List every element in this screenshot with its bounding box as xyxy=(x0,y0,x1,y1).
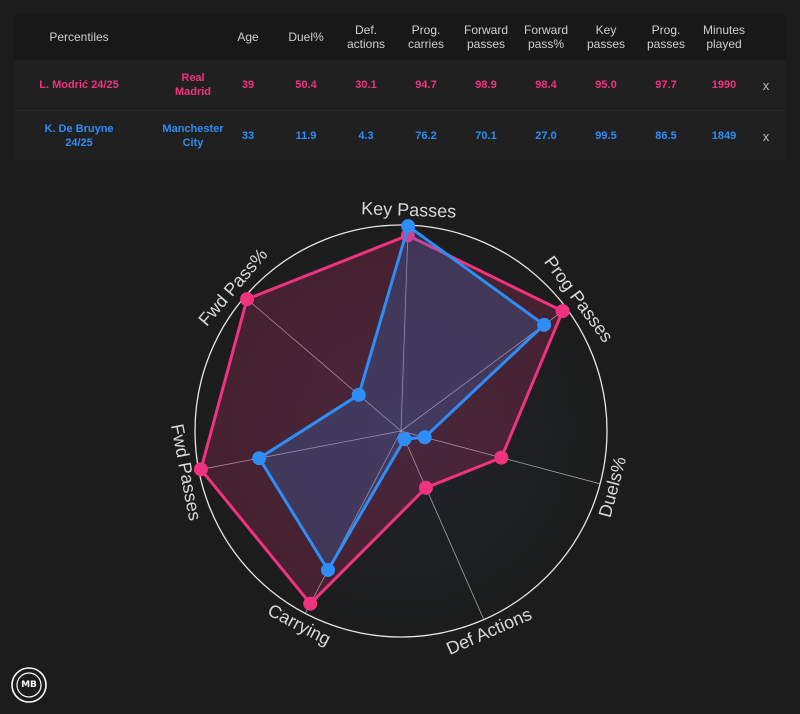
mb-logo: MB xyxy=(10,666,48,704)
radar-area xyxy=(257,224,546,572)
player-name[interactable]: K. De Bruyne 24/25 xyxy=(44,123,114,149)
table-row: L. Modrić 24/25 Real Madrid 39 50.4 30.1… xyxy=(14,60,786,111)
radar-spoke xyxy=(400,430,485,620)
duel-pct-value: 50.4 xyxy=(295,79,317,91)
prog-carries-value: 94.7 xyxy=(415,79,437,91)
prog-passes-value: 97.7 xyxy=(655,79,677,91)
remove-player-button[interactable]: x xyxy=(762,128,770,144)
forward-pass-pct-value: 27.0 xyxy=(535,130,557,142)
radar-grid xyxy=(194,224,608,638)
radar-point xyxy=(418,480,433,495)
radar-point xyxy=(397,432,412,447)
forward-pass-pct-value: 98.4 xyxy=(535,79,557,91)
radar-point xyxy=(417,430,432,445)
header-prog-passes: Prog. passes xyxy=(646,23,686,51)
header-percentiles: Percentiles xyxy=(49,30,109,44)
radar-point xyxy=(401,219,416,234)
age-value: 33 xyxy=(241,130,255,142)
header-key-passes: Key passes xyxy=(586,23,626,51)
radar-point xyxy=(555,304,570,319)
radar-spoke xyxy=(198,430,402,471)
radar-point xyxy=(240,292,255,307)
radar-point xyxy=(351,387,366,402)
table-header: Percentiles Age Duel% Def. actions Prog.… xyxy=(14,14,786,60)
radar-spoke xyxy=(244,296,402,432)
radar-spoke xyxy=(304,430,402,614)
prog-carries-value: 76.2 xyxy=(415,130,437,142)
forward-passes-value: 70.1 xyxy=(475,130,497,142)
header-forward-pass-pct: Forward pass% xyxy=(523,23,568,51)
radar-point xyxy=(193,462,208,477)
team-name: Manchester City xyxy=(162,123,224,149)
prog-passes-value: 86.5 xyxy=(655,130,677,142)
key-passes-value: 99.5 xyxy=(595,130,617,142)
def-actions-value: 4.3 xyxy=(358,130,374,142)
player-name[interactable]: L. Modrić 24/25 xyxy=(39,79,119,91)
radar-spoke xyxy=(400,225,409,432)
radar-series-layer xyxy=(193,219,570,611)
percentiles-table: Percentiles Age Duel% Def. actions Prog.… xyxy=(14,14,786,160)
minutes-played-value: 1990 xyxy=(711,79,737,91)
key-passes-value: 95.0 xyxy=(595,79,617,91)
radar-point xyxy=(303,596,318,611)
minutes-played-value: 1849 xyxy=(711,130,737,142)
def-actions-value: 30.1 xyxy=(355,79,377,91)
radar-point xyxy=(252,451,267,466)
header-age: Age xyxy=(237,30,259,44)
age-value: 39 xyxy=(241,79,255,91)
radar-point xyxy=(537,317,552,332)
header-duel-pct: Duel% xyxy=(288,30,324,44)
remove-player-button[interactable]: x xyxy=(762,77,770,93)
table-row: K. De Bruyne 24/25 Manchester City 33 11… xyxy=(14,111,786,161)
duel-pct-value: 11.9 xyxy=(295,130,317,142)
radar-point xyxy=(494,450,509,465)
logo-text: MB xyxy=(21,680,37,690)
header-minutes-played: Minutes played xyxy=(702,23,746,51)
radar-series-2 xyxy=(252,219,552,577)
header-def-actions: Def. actions xyxy=(346,23,386,51)
team-name: Real Madrid xyxy=(174,72,212,98)
header-forward-passes: Forward passes xyxy=(463,23,508,51)
radar-axis-label: Key Passes xyxy=(361,198,457,221)
radar-point xyxy=(320,562,335,577)
header-prog-carries: Prog. carries xyxy=(407,23,444,51)
forward-passes-value: 98.9 xyxy=(475,79,497,91)
